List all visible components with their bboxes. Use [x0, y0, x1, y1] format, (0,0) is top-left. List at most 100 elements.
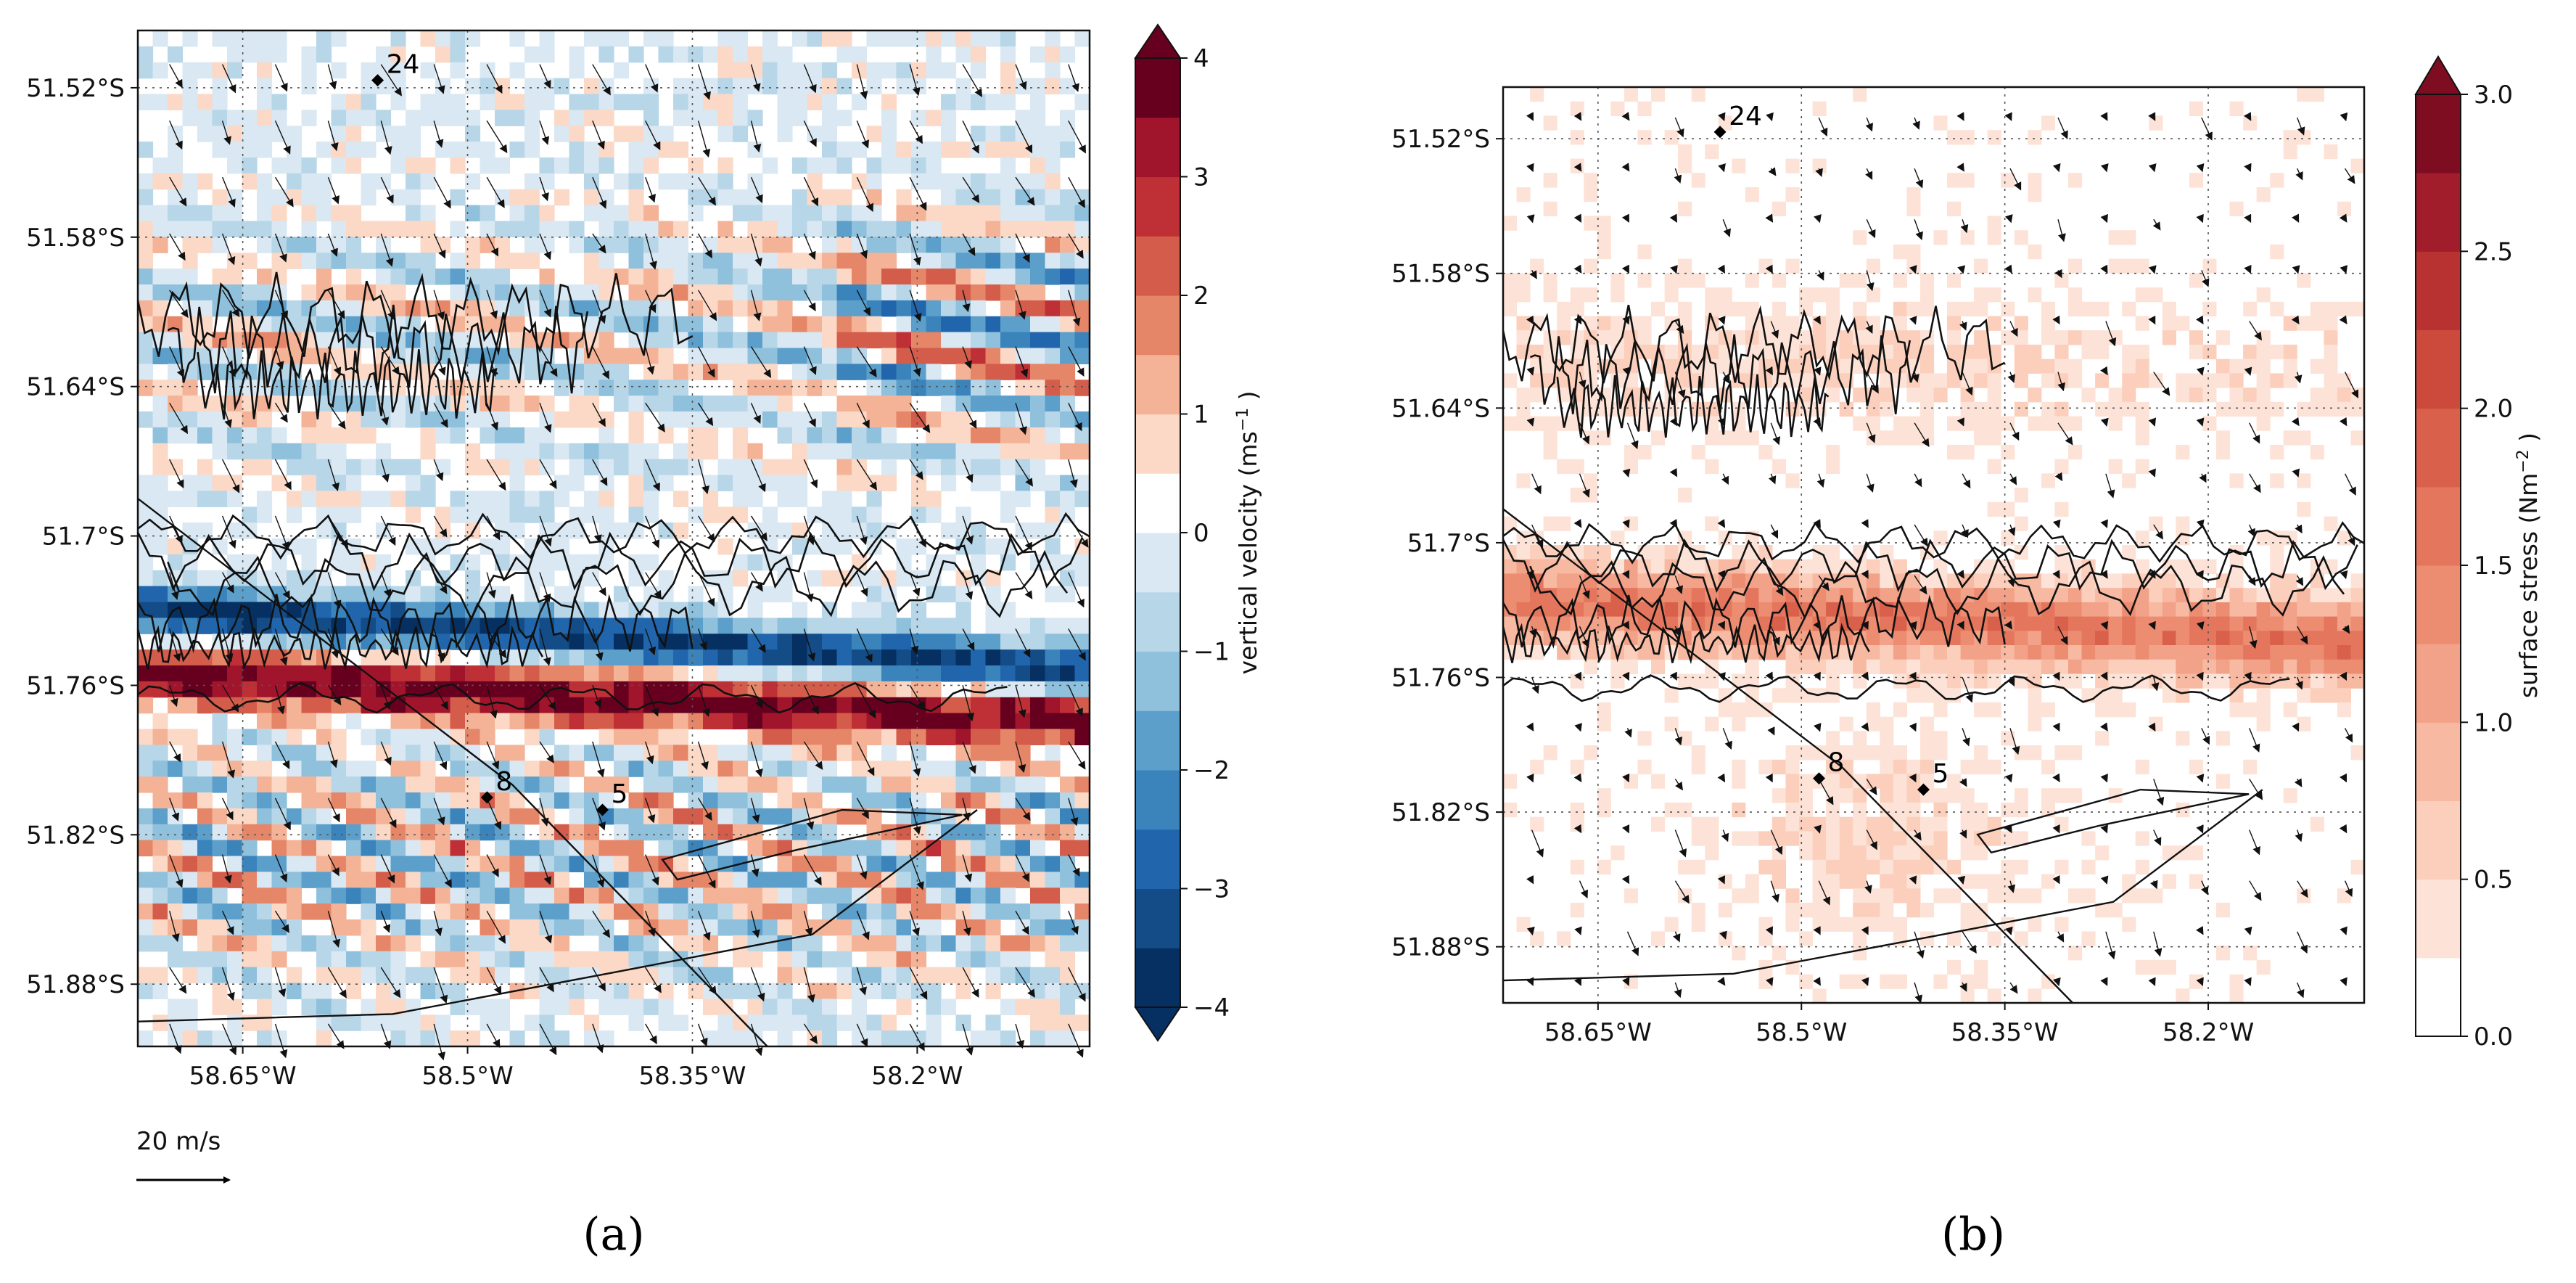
field-cell [852, 443, 868, 460]
field-cell [1074, 30, 1090, 47]
field-cell [152, 983, 168, 999]
field-cell [896, 872, 912, 888]
field-cell [717, 348, 733, 364]
field-cell [747, 475, 763, 491]
field-cell [331, 126, 347, 142]
field-cell [926, 142, 942, 158]
wind-vector [803, 911, 813, 937]
field-cell [971, 427, 987, 444]
field-cell [822, 538, 838, 555]
field-cell [524, 681, 540, 698]
wind-vector [169, 176, 187, 207]
field-cell [762, 808, 778, 825]
field-cell [852, 634, 868, 650]
wind-vector [750, 741, 763, 778]
field-cell [1906, 631, 1921, 646]
field-cell [688, 903, 704, 920]
field-cell [301, 459, 317, 476]
field-cell [450, 967, 466, 984]
field-cell [406, 872, 421, 888]
field-cell [2068, 373, 2083, 388]
wind-vector [433, 684, 448, 710]
field-cell [346, 94, 362, 110]
field-cell [346, 284, 362, 301]
wind-vector [221, 233, 236, 266]
field-cell [2324, 516, 2338, 531]
field-cell [271, 840, 287, 857]
field-cell [524, 665, 540, 682]
field-cell [1516, 416, 1531, 431]
field-cell [614, 634, 630, 650]
field-cell [658, 824, 674, 841]
colorbar-tick-label: 4 [1193, 44, 1209, 73]
field-cell [985, 856, 1001, 872]
wind-vector [803, 798, 815, 830]
field-cell [406, 586, 421, 603]
field-cell [1030, 94, 1046, 110]
orography-contour [136, 625, 544, 671]
field-cell [658, 761, 674, 777]
field-cell [554, 745, 570, 761]
field-cell [733, 713, 749, 730]
field-cell [138, 761, 154, 777]
field-cell [2297, 616, 2311, 631]
field-cell [376, 443, 392, 460]
field-cell [985, 919, 1001, 936]
field-cell [584, 1014, 600, 1031]
field-cell [2229, 645, 2244, 660]
field-cell [628, 284, 644, 301]
field-cell [985, 205, 1001, 222]
field-cell [836, 776, 852, 793]
field-cell [2324, 373, 2338, 388]
field-cell [301, 538, 317, 555]
field-cell [1060, 888, 1076, 904]
field-cell [1974, 258, 1988, 274]
field-cell [643, 888, 659, 904]
field-cell [287, 761, 303, 777]
field-cell [524, 856, 540, 872]
wind-vector [697, 628, 707, 651]
field-cell [703, 967, 719, 984]
y-tick-label: 51.52°S [26, 74, 125, 103]
field-cell [2108, 573, 2123, 589]
wind-vector [433, 515, 448, 538]
colorbar-level [1135, 533, 1180, 593]
field-cell [1045, 205, 1061, 222]
field-cell [1045, 411, 1061, 428]
field-cell [495, 411, 511, 428]
field-cell [2135, 416, 2149, 431]
field-cell [703, 300, 719, 317]
field-cell [554, 713, 570, 730]
field-cell [971, 872, 987, 888]
field-cell [524, 348, 540, 364]
field-cell [1015, 951, 1031, 968]
field-cell [1732, 802, 1746, 818]
field-cell [1705, 816, 1719, 832]
field-cell [658, 173, 674, 190]
field-cell [1000, 78, 1016, 95]
wind-vector [539, 967, 554, 993]
field-cell [643, 491, 659, 507]
field-cell [703, 824, 719, 841]
field-cell [138, 475, 154, 491]
field-cell [643, 348, 659, 364]
field-cell [658, 142, 674, 158]
field-cell [1732, 716, 1746, 731]
field-cell [152, 30, 168, 47]
field-cell [450, 110, 466, 126]
field-cell [658, 427, 674, 444]
field-cell [539, 681, 555, 698]
field-cell [1974, 616, 1988, 631]
field-cell [168, 618, 184, 634]
field-cell [1785, 831, 1800, 846]
field-cell [896, 935, 912, 952]
field-cell [554, 491, 570, 507]
field-cell [495, 665, 511, 682]
field-cell [2216, 616, 2231, 631]
field-cell [316, 888, 332, 904]
field-cell [361, 221, 376, 237]
field-cell [1030, 983, 1046, 999]
field-cell [465, 30, 481, 47]
wind-vector [592, 628, 604, 661]
field-cell [822, 380, 838, 396]
